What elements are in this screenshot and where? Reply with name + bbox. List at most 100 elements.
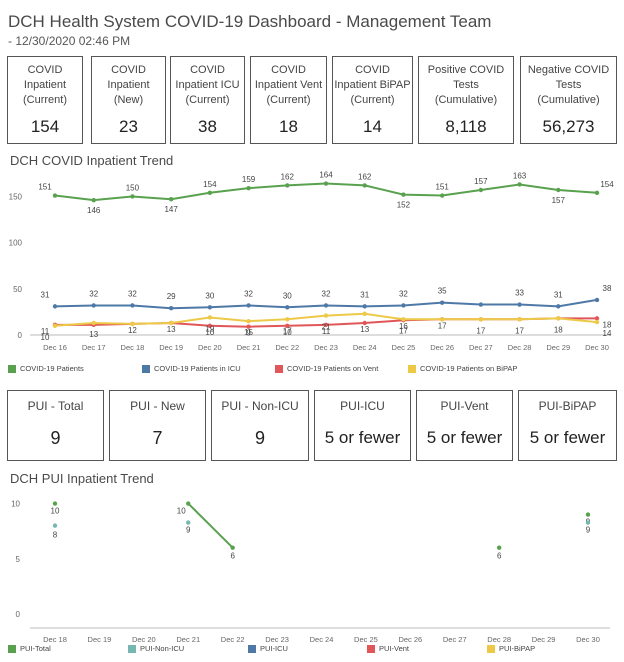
data-point: [323, 181, 329, 186]
x-tick-label: Dec 29: [532, 635, 556, 644]
data-label: 159: [242, 175, 256, 184]
kpi-value: 23: [119, 117, 138, 136]
data-point: [401, 317, 406, 322]
kpi-card-inpatient-new: COVID Inpatient (New) 23: [91, 56, 166, 144]
legend-swatch: [248, 644, 256, 653]
kpi-value: 14: [363, 117, 382, 136]
data-label: 162: [281, 172, 295, 181]
data-point: [246, 324, 251, 329]
x-tick-label: Dec 27: [469, 343, 493, 352]
data-point: [594, 316, 600, 321]
legend-item: COVID-19 Patients on BiPAP: [408, 364, 517, 373]
data-label: 146: [87, 206, 101, 215]
x-tick-label: Dec 19: [88, 635, 112, 644]
data-point: [230, 545, 235, 550]
kpi-card-pui-new: PUI - New 7: [109, 390, 206, 461]
data-label: 19: [205, 324, 214, 333]
data-point: [52, 304, 58, 309]
data-label: 150: [126, 183, 140, 192]
data-label: 29: [167, 292, 176, 301]
data-label: 35: [438, 287, 447, 296]
x-tick-label: Dec 20: [198, 343, 222, 352]
kpi-card-pui-total: PUI - Total 9: [7, 390, 104, 461]
legend-swatch: [8, 644, 16, 653]
kpi-label: PUI - Non-ICU: [221, 399, 299, 413]
data-label: 6: [497, 552, 502, 561]
data-point: [594, 190, 600, 195]
data-point: [168, 197, 174, 202]
data-point: [168, 306, 174, 311]
y-tick-label: 100: [9, 239, 23, 248]
kpi-card-pui-icu: PUI-ICU 5 or fewer: [314, 390, 411, 461]
data-point: [207, 190, 213, 195]
legend-label: PUI-Total: [20, 644, 51, 653]
data-label: 15: [244, 328, 253, 337]
data-point: [52, 323, 58, 328]
kpi-label: COVID Inpatient (New): [107, 64, 150, 106]
pui-trend-legend: PUI-Total PUI-Non-ICU PUI-ICU PUI-Vent PUI-B…: [0, 644, 624, 658]
x-tick-label: Dec 23: [314, 343, 338, 352]
data-point: [52, 501, 58, 506]
legend-label: PUI-Vent: [379, 644, 410, 653]
kpi-value: 5 or fewer: [426, 428, 503, 447]
data-point: [207, 305, 213, 310]
pui-trend-title: DCH PUI Inpatient Trend: [10, 471, 154, 486]
data-label: 157: [474, 177, 488, 186]
x-tick-label: Dec 25: [392, 343, 416, 352]
x-tick-label: Dec 18: [121, 343, 145, 352]
data-label: 164: [319, 171, 333, 180]
data-label: 17: [438, 321, 447, 330]
legend-label: PUI-ICU: [260, 644, 288, 653]
data-point: [52, 523, 58, 528]
data-label: 151: [435, 183, 449, 192]
data-point: [362, 320, 367, 326]
data-label: 18: [554, 325, 563, 334]
data-point: [91, 320, 96, 326]
data-label: 17: [515, 326, 524, 335]
kpi-value: 56,273: [542, 117, 595, 136]
legend-item: PUI-ICU: [248, 644, 288, 653]
legend-swatch: [142, 364, 150, 373]
data-point: [517, 302, 522, 307]
x-tick-label: Dec 19: [159, 343, 183, 352]
kpi-card-inpatient-current: COVID Inpatient (Current) 154: [7, 56, 83, 144]
data-point: [556, 316, 561, 321]
data-label: 16: [399, 322, 408, 331]
data-label: 13: [89, 330, 98, 339]
data-point: [517, 317, 522, 322]
y-tick-label: 10: [11, 500, 20, 509]
kpi-value: 9: [50, 428, 61, 448]
kpi-label: COVID Inpatient BiPAP (Current): [334, 64, 411, 106]
data-label: 147: [164, 205, 178, 214]
dashboard-title: DCH Health System COVID-19 Dashboard - M…: [8, 12, 492, 31]
data-point: [323, 303, 329, 308]
data-label: 151: [38, 183, 52, 192]
kpi-label: PUI - Total: [27, 399, 84, 413]
kpi-card-pui-bipap: PUI-BiPAP 5 or fewer: [518, 390, 617, 461]
data-point: [323, 313, 329, 318]
kpi-value: 154: [30, 117, 60, 136]
inpatient-trend-chart: 0 50 100 150 Dec 16 Dec 17 Dec 18 Dec 19 Dec 20 D…: [9, 171, 615, 352]
data-label: 17: [283, 326, 292, 335]
inpatient-trend-legend: COVID-19 Patients COVID-19 Patients in IC…: [0, 364, 624, 378]
data-point: [91, 197, 96, 203]
kpi-value: 8,118: [445, 117, 487, 136]
x-tick-label: Dec 28: [487, 635, 511, 644]
kpi-card-inpatient-bipap: COVID Inpatient BiPAP (Current) 14: [332, 56, 413, 144]
legend-label: PUI-Non-ICU: [140, 644, 185, 653]
kpi-value: 5 or fewer: [324, 428, 401, 447]
inpatient-trend-title: DCH COVID Inpatient Trend: [10, 153, 174, 168]
x-tick-label: Dec 25: [354, 635, 378, 644]
data-label: 157: [552, 196, 566, 205]
x-tick-label: Dec 26: [430, 343, 454, 352]
data-point: [246, 303, 251, 308]
data-point: [556, 304, 561, 309]
data-point: [478, 317, 484, 322]
data-label: 9: [186, 526, 191, 535]
data-point: [285, 317, 290, 322]
data-label: 38: [603, 284, 612, 293]
legend-label: COVID-19 Patients on BiPAP: [420, 364, 518, 373]
legend-item: PUI-Non-ICU: [128, 644, 184, 653]
x-tick-label: Dec 27: [443, 635, 467, 644]
kpi-value: 38: [198, 117, 217, 136]
